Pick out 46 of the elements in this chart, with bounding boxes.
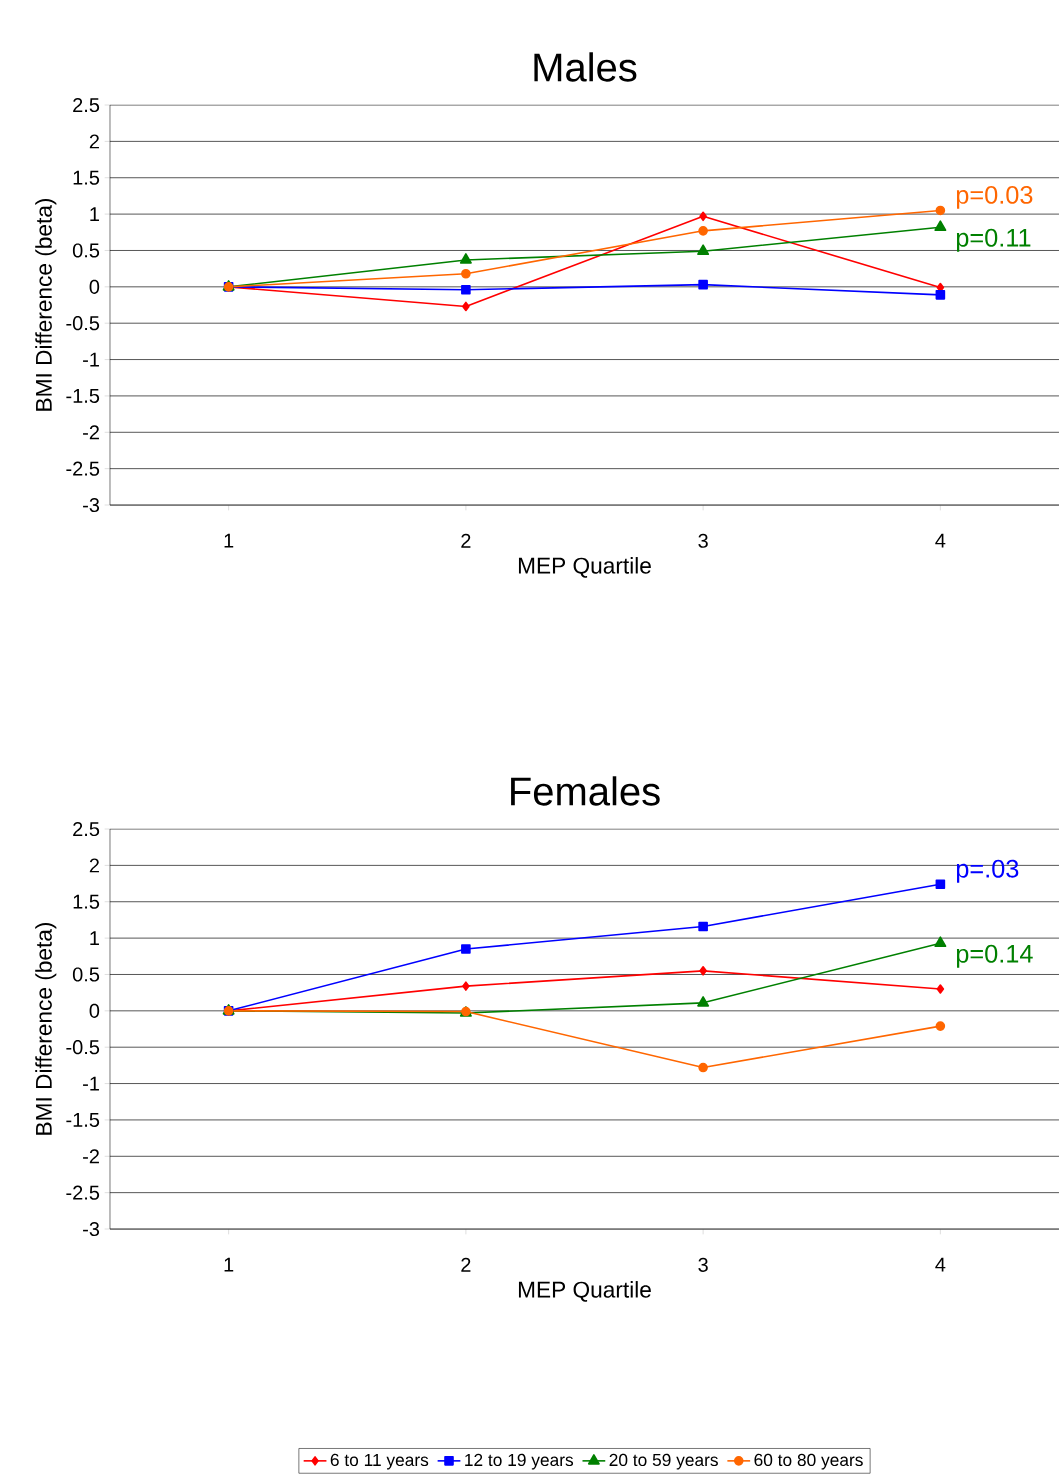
chart-title: Males (534, 52, 637, 82)
annotation: p=0.14 (956, 944, 1033, 968)
x-axis-title: MEP Quartile (518, 557, 651, 578)
y-tick-label: -2.5 (66, 461, 100, 476)
legend-label: 6 to 11 years (330, 1453, 429, 1470)
y-tick-label: -2 (83, 425, 99, 440)
chart-title: Females (511, 776, 660, 806)
x-tick-label: 3 (698, 533, 708, 548)
y-tick-label: 0.5 (72, 243, 100, 258)
y-tick-label: -0.5 (66, 316, 100, 331)
y-tick-label: -0.5 (66, 1040, 100, 1055)
y-tick-label: 2 (89, 858, 99, 873)
y-tick-label: 2 (89, 134, 99, 149)
y-tick-label: 1 (90, 207, 99, 221)
y-tick-label: -2 (83, 1149, 99, 1164)
x-tick-label: 1 (224, 533, 234, 548)
x-axis-title: MEP Quartile (518, 1281, 651, 1302)
y-tick-label: -2.5 (66, 1185, 100, 1200)
y-tick-label: 2.5 (73, 97, 100, 113)
y-axis-title: BMI Difference (beta) (35, 198, 57, 411)
y-tick-label: -3 (83, 497, 100, 513)
annotation: p=.03 (956, 859, 1019, 883)
x-tick-label: 2 (461, 533, 471, 548)
y-tick-label: 1 (90, 931, 99, 945)
x-tick-label: 4 (935, 1257, 946, 1272)
y-tick-label: 2.5 (73, 821, 100, 837)
legend-label: 20 to 59 years (609, 1453, 718, 1470)
y-tick-label: -1 (83, 352, 99, 367)
x-tick-label: 1 (224, 1257, 234, 1272)
y-tick-label: 1.5 (73, 894, 100, 909)
legend-label: 60 to 80 years (754, 1453, 863, 1470)
y-tick-label: 1.5 (73, 170, 100, 185)
x-tick-label: 3 (698, 1257, 708, 1272)
annotation: p=0.11 (956, 228, 1031, 252)
y-tick-label: 0 (89, 1003, 100, 1018)
legend-label: 12 to 19 years (465, 1453, 574, 1470)
y-axis-title: BMI Difference (beta) (35, 922, 57, 1135)
y-tick-label: -3 (83, 1221, 100, 1237)
y-tick-label: 0.5 (72, 967, 100, 982)
y-tick-label: -1.5 (66, 1112, 100, 1127)
x-tick-label: 2 (461, 1257, 471, 1272)
y-tick-label: -1.5 (66, 388, 100, 403)
x-tick-label: 4 (935, 533, 946, 548)
annotation: p=0.03 (956, 185, 1033, 209)
y-tick-label: -1 (83, 1076, 99, 1091)
y-tick-label: 0 (89, 279, 100, 294)
